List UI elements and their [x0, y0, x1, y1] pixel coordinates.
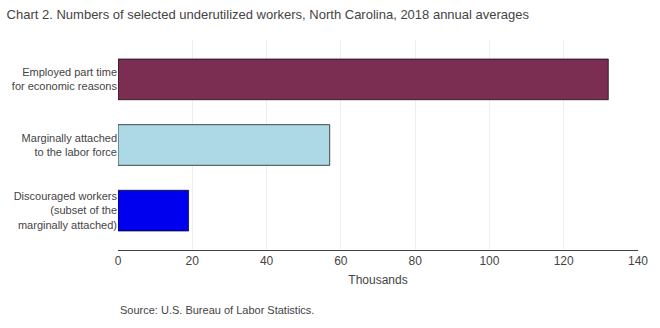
svg-text:0: 0: [115, 254, 122, 268]
svg-text:Thousands: Thousands: [348, 273, 407, 287]
svg-text:60: 60: [334, 254, 348, 268]
svg-text:140: 140: [628, 254, 648, 268]
svg-text:Marginally attachedto the labo: Marginally attachedto the labor force: [22, 132, 117, 158]
svg-text:120: 120: [554, 254, 574, 268]
svg-text:Employed part timefor economic: Employed part timefor economic reasons: [12, 66, 118, 92]
svg-text:80: 80: [408, 254, 422, 268]
svg-text:100: 100: [479, 254, 499, 268]
svg-text:Source: U.S. Bureau of Labor S: Source: U.S. Bureau of Labor Statistics.: [120, 304, 314, 316]
svg-text:40: 40: [260, 254, 274, 268]
svg-text:20: 20: [186, 254, 200, 268]
svg-text:Chart 2. Numbers of selected u: Chart 2. Numbers of selected underutiliz…: [7, 7, 530, 22]
svg-text:Discouraged workers(subset of: Discouraged workers(subset of themargina…: [14, 190, 118, 231]
